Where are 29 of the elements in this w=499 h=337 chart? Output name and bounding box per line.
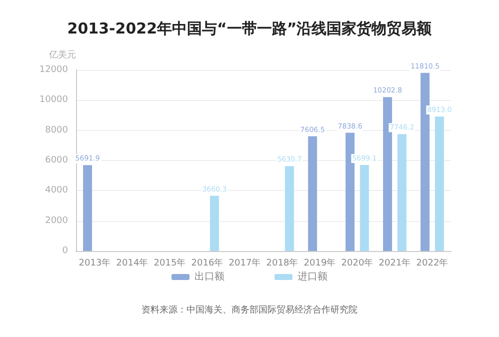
legend-label: 出口额 [194, 270, 224, 282]
x-tick-label: 2017年 [228, 258, 261, 268]
x-tick-label: 2014年 [116, 258, 148, 268]
x-tick-label: 2016年 [191, 258, 224, 268]
text: 资料来源：中国海关、商务部国际贸易经济合作研究院 [142, 304, 358, 316]
bar [284, 166, 294, 251]
x-tick-label: 2021年 [378, 258, 411, 268]
y-tick-label: 4000 [45, 186, 68, 196]
chart-title: 2013-2022年中国与“一带一路”沿线国家货物贸易额 [67, 20, 433, 38]
y-tick-label: 12000 [39, 65, 68, 75]
x-tick-label: 2013年 [78, 258, 111, 268]
bar [360, 165, 369, 251]
y-tick-label: 8000 [45, 125, 68, 136]
y-tick-label: 2000 [45, 216, 68, 226]
x-tick-label: 2019年 [304, 258, 336, 268]
x-tick-label: 2018年 [266, 258, 298, 268]
y-axis-title: 亿美元 [48, 50, 76, 60]
bar [434, 116, 444, 251]
bar [397, 134, 406, 251]
x-tick-label: 2020年 [341, 258, 374, 268]
bar [83, 165, 92, 251]
legend-label: 进口额 [298, 270, 328, 282]
y-tick-label: 6000 [45, 156, 68, 166]
y-tick-label: 10000 [39, 95, 68, 106]
bar [308, 136, 318, 251]
bar [210, 196, 219, 251]
x-tick-label: 2015年 [154, 258, 186, 268]
y-tick-label: 0 [62, 246, 68, 256]
x-tick-label: 2022年 [416, 258, 448, 268]
